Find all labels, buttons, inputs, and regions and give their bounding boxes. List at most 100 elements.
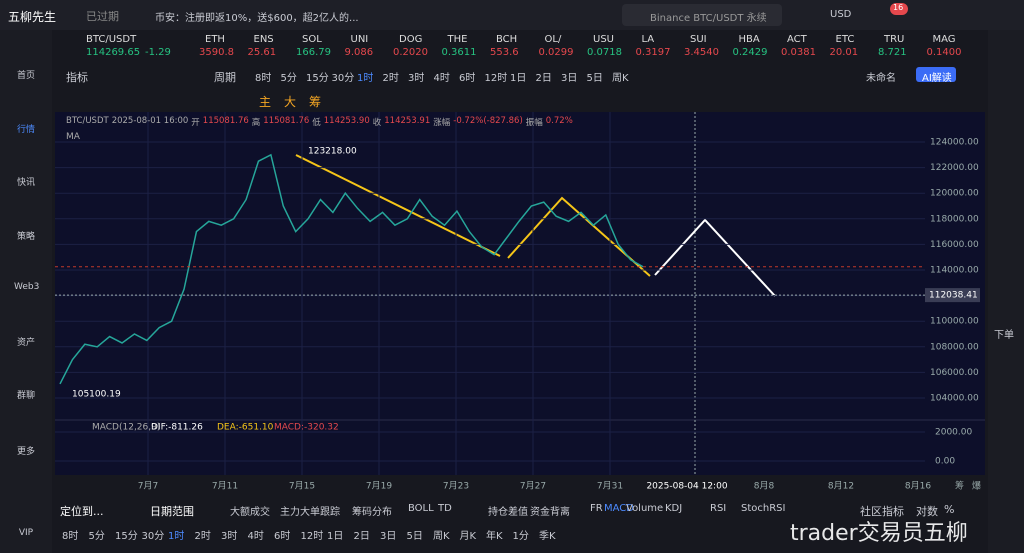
interval[interactable]: 4时 <box>433 73 450 84</box>
ticker-symbol[interactable]: ETH <box>205 34 225 45</box>
layout-name[interactable]: 未命名 <box>866 73 896 84</box>
draw-tool[interactable]: 主 <box>259 95 272 109</box>
ticker-symbol[interactable]: THE <box>447 34 468 45</box>
indicator-item[interactable]: TD <box>438 503 452 514</box>
ticker-symbol[interactable]: ENS <box>253 34 274 45</box>
ticker-symbol[interactable]: OL/ <box>544 34 562 45</box>
interval[interactable]: 3时 <box>408 73 425 84</box>
ticker-symbol[interactable]: ETC <box>835 34 855 45</box>
log[interactable]: 对数 <box>916 505 938 518</box>
sidebar-item[interactable]: 快讯 <box>16 178 35 188</box>
indicator-item[interactable]: 资金背离 <box>530 507 570 518</box>
draw-tool[interactable]: 筹 <box>309 95 322 109</box>
sidebar-item[interactable]: VIP <box>18 528 34 538</box>
interval[interactable]: 3日 <box>561 73 578 84</box>
ai-button[interactable] <box>916 67 956 82</box>
ticker-symbol[interactable]: UNI <box>350 34 369 45</box>
sidebar-item[interactable]: Web3 <box>14 282 40 292</box>
y-tick-label: 106000.00 <box>930 368 979 378</box>
bottom-interval[interactable]: 年K <box>486 531 503 542</box>
ticker-price: 0.3611 <box>441 47 477 58</box>
y-tick-label: 104000.00 <box>930 394 979 404</box>
sidebar-item[interactable]: 行情 <box>16 125 35 135</box>
indicator-item[interactable]: RSI <box>710 503 727 514</box>
bottom-interval[interactable]: 1时 <box>168 531 185 542</box>
draw-tool[interactable]: 大 <box>284 95 297 109</box>
indicator-item[interactable]: Volume <box>626 503 664 514</box>
indicator-item[interactable]: 筹码分布 <box>352 507 392 518</box>
community[interactable]: 社区指标 <box>860 505 904 518</box>
period[interactable]: 周期 <box>214 71 236 84</box>
interval[interactable]: 1日 <box>510 73 527 84</box>
bottom-interval[interactable]: 月K <box>459 531 477 542</box>
indicator-item[interactable]: 大额成交 <box>230 507 270 518</box>
sidebar-item[interactable]: 群聊 <box>16 391 35 401</box>
search-box[interactable] <box>622 4 782 26</box>
ticker-symbol[interactable]: SUI <box>690 34 707 45</box>
sidebar-bg <box>0 30 52 553</box>
ticker-symbol[interactable]: LA <box>641 34 655 45</box>
bottom-interval[interactable]: 15分 <box>115 531 138 542</box>
ticker-symbol[interactable]: BTC/USDT <box>86 34 137 45</box>
bottom-interval[interactable]: 5分 <box>88 531 105 542</box>
bottom-interval[interactable]: 30分 <box>141 531 165 542</box>
indicator-item[interactable]: MACD <box>604 503 634 514</box>
indicator[interactable]: 指标 <box>66 71 88 84</box>
bottom-interval[interactable]: 12时 <box>300 531 324 542</box>
ticker-symbol[interactable]: ACT <box>787 34 807 45</box>
interval[interactable]: 15分 <box>306 73 329 84</box>
bottom-interval[interactable]: 2日 <box>353 531 370 542</box>
search[interactable]: Binance BTC/USDT 永续 <box>650 13 767 24</box>
sidebar-item[interactable]: 更多 <box>16 447 35 457</box>
indicator-item[interactable]: StochRSI <box>741 503 786 514</box>
ticker-symbol[interactable]: USU <box>593 34 614 45</box>
bottom-interval[interactable]: 4时 <box>247 531 264 542</box>
range[interactable]: 日期范围 <box>150 505 194 518</box>
interval[interactable]: 8时 <box>255 73 272 84</box>
bottom-interval[interactable]: 季K <box>539 531 556 542</box>
bottom-interval[interactable]: 8时 <box>62 531 79 542</box>
interval[interactable]: 2时 <box>382 73 399 84</box>
ticker-symbol[interactable]: BCH <box>496 34 518 45</box>
indicator-item[interactable]: 持仓差值 <box>488 507 528 518</box>
interval[interactable]: 6时 <box>459 73 476 84</box>
interval[interactable]: 5日 <box>586 73 603 84</box>
indicator-item[interactable]: BOLL <box>408 503 434 514</box>
indicator-item[interactable]: KDJ <box>665 503 683 514</box>
ticker-symbol[interactable]: SOL <box>302 34 322 45</box>
ticker-symbol[interactable]: DOG <box>399 34 423 45</box>
bottom-interval[interactable]: 5日 <box>406 531 423 542</box>
locate[interactable]: 定位到... <box>60 505 104 518</box>
order[interactable]: 下单 <box>994 330 1014 341</box>
ticker-price: 8.721 <box>878 47 907 58</box>
sidebar-item[interactable]: 资产 <box>16 338 35 348</box>
indicator-item[interactable]: FR <box>590 503 603 514</box>
indicator-item[interactable]: 主力大单跟踪 <box>280 507 340 518</box>
ticker-symbol[interactable]: HBA <box>738 34 760 45</box>
bottom-interval[interactable]: 1日 <box>327 531 344 542</box>
arrow <box>654 218 776 297</box>
interval[interactable]: 1时 <box>357 73 374 84</box>
sidebar-item[interactable]: 首页 <box>16 71 35 81</box>
ma[interactable]: MA <box>66 132 80 142</box>
bottom-interval[interactable]: 3时 <box>221 531 238 542</box>
ticker-symbol[interactable]: MAG <box>932 34 956 45</box>
bottom-interval[interactable]: 周K <box>433 531 450 542</box>
interval[interactable]: 12时 <box>484 73 508 84</box>
x-tick-label: 7月7 <box>138 481 158 492</box>
ai[interactable]: AI解读 <box>922 73 952 84</box>
interval[interactable]: 5分 <box>280 73 297 84</box>
bottom-interval[interactable]: 1分 <box>512 531 529 542</box>
interval[interactable]: 周K <box>612 73 629 84</box>
bottom-interval[interactable]: 3日 <box>380 531 397 542</box>
bottom-interval[interactable]: 2时 <box>194 531 211 542</box>
currency[interactable]: USD <box>830 9 852 20</box>
ticker-symbol[interactable]: TRU <box>884 34 905 45</box>
news[interactable]: 币安：注册即返10%，送$600，超2亿人的... <box>155 13 359 24</box>
interval[interactable]: 30分 <box>331 73 355 84</box>
sidebar-item[interactable]: 策略 <box>16 232 35 242</box>
bottom-interval[interactable]: 6时 <box>274 531 291 542</box>
interval[interactable]: 2日 <box>535 73 552 84</box>
pct[interactable]: % <box>944 503 955 516</box>
